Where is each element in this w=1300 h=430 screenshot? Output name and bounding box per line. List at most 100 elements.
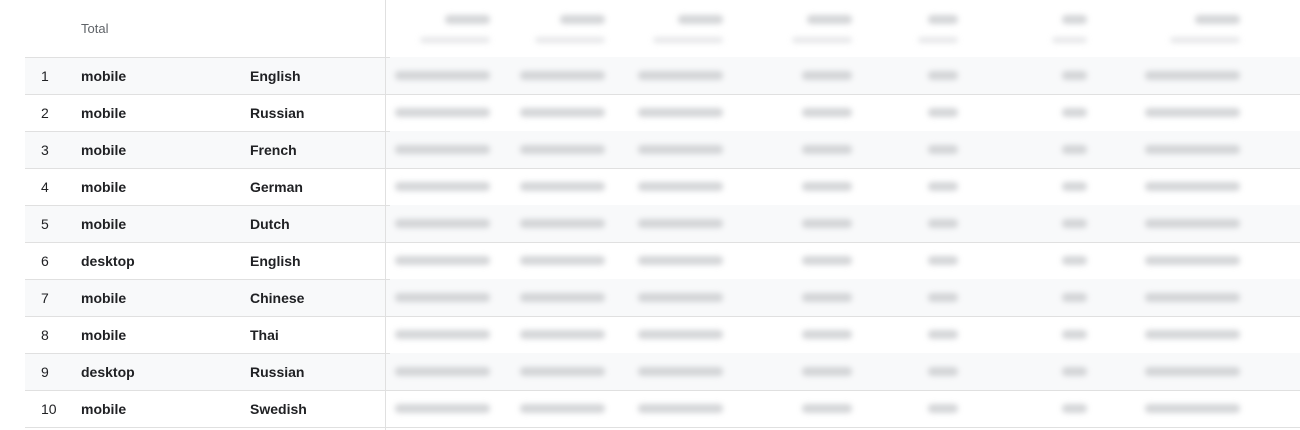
blurred-value xyxy=(1062,404,1087,413)
row-index: 6 xyxy=(41,253,49,269)
row-index: 8 xyxy=(41,327,49,343)
language-cell: Russian xyxy=(250,364,305,380)
total-row: Total xyxy=(25,0,1300,57)
language-cell: Chinese xyxy=(250,290,305,306)
row-index: 5 xyxy=(41,216,49,232)
device-category-cell: desktop xyxy=(81,253,135,269)
blurred-value xyxy=(1170,37,1240,43)
blurred-value xyxy=(928,404,958,413)
device-category-cell: mobile xyxy=(81,327,127,343)
device-category-cell: mobile xyxy=(81,142,127,158)
blurred-value xyxy=(420,37,490,43)
blurred-value xyxy=(1195,15,1240,24)
language-cell: Dutch xyxy=(250,216,290,232)
blurred-value xyxy=(1145,71,1240,80)
language-cell: German xyxy=(250,179,303,195)
row-index: 9 xyxy=(41,364,49,380)
blurred-value xyxy=(792,37,852,43)
language-cell: Russian xyxy=(250,105,305,121)
blurred-value xyxy=(1062,293,1087,302)
blurred-value xyxy=(1062,108,1087,117)
row-index: 10 xyxy=(41,401,57,417)
blurred-value xyxy=(520,404,605,413)
blurred-value xyxy=(928,145,958,154)
blurred-value xyxy=(445,15,490,24)
device-category-cell: mobile xyxy=(81,105,127,121)
blurred-value xyxy=(520,293,605,302)
row-index: 3 xyxy=(41,142,49,158)
blurred-value xyxy=(638,71,723,80)
blurred-value xyxy=(638,367,723,376)
table-row[interactable]: 2 mobile Russian xyxy=(25,94,1300,131)
blurred-value xyxy=(802,330,852,339)
blurred-value xyxy=(928,15,958,24)
blurred-value xyxy=(802,404,852,413)
device-category-cell: mobile xyxy=(81,290,127,306)
blurred-value xyxy=(1062,219,1087,228)
blurred-value xyxy=(395,145,490,154)
blurred-value xyxy=(802,71,852,80)
table-row[interactable]: 4 mobile German xyxy=(25,168,1300,205)
table-row[interactable]: 6 desktop English xyxy=(25,242,1300,279)
device-category-cell: desktop xyxy=(81,364,135,380)
blurred-value xyxy=(802,219,852,228)
blurred-value xyxy=(520,145,605,154)
blurred-value xyxy=(1145,108,1240,117)
blurred-value xyxy=(1145,256,1240,265)
blurred-value xyxy=(395,219,490,228)
blurred-value xyxy=(802,367,852,376)
blurred-value xyxy=(395,182,490,191)
blurred-value xyxy=(1062,256,1087,265)
blurred-value xyxy=(535,37,605,43)
blurred-value xyxy=(395,256,490,265)
row-index: 2 xyxy=(41,105,49,121)
blurred-value xyxy=(802,293,852,302)
blurred-value xyxy=(395,404,490,413)
blurred-value xyxy=(928,367,958,376)
row-index: 4 xyxy=(41,179,49,195)
blurred-value xyxy=(678,15,723,24)
language-cell: English xyxy=(250,253,301,269)
language-cell: Swedish xyxy=(250,401,307,417)
blurred-value xyxy=(520,330,605,339)
blurred-value xyxy=(560,15,605,24)
blurred-value xyxy=(520,256,605,265)
blurred-value xyxy=(802,182,852,191)
blurred-value xyxy=(638,145,723,154)
total-label: Total xyxy=(81,21,109,36)
table-row[interactable]: 10 mobile Swedish xyxy=(25,390,1300,428)
blurred-value xyxy=(928,219,958,228)
device-category-cell: mobile xyxy=(81,216,127,232)
blurred-value xyxy=(395,108,490,117)
device-category-cell: mobile xyxy=(81,179,127,195)
blurred-value xyxy=(928,108,958,117)
blurred-value xyxy=(918,37,958,43)
blurred-value xyxy=(1145,367,1240,376)
blurred-value xyxy=(1145,330,1240,339)
blurred-value xyxy=(520,219,605,228)
blurred-value xyxy=(1062,145,1087,154)
blurred-value xyxy=(638,256,723,265)
blurred-metrics-area xyxy=(390,0,1300,430)
blurred-value xyxy=(1145,293,1240,302)
blurred-value xyxy=(802,256,852,265)
blurred-value xyxy=(638,182,723,191)
blurred-value xyxy=(1052,37,1087,43)
table-row[interactable]: 8 mobile Thai xyxy=(25,316,1300,353)
blurred-value xyxy=(520,108,605,117)
blurred-value xyxy=(928,293,958,302)
language-cell: Thai xyxy=(250,327,279,343)
blurred-value xyxy=(928,330,958,339)
blurred-value xyxy=(1145,182,1240,191)
row-index: 7 xyxy=(41,290,49,306)
blurred-value xyxy=(638,108,723,117)
blurred-value xyxy=(638,219,723,228)
row-index: 1 xyxy=(41,68,49,84)
blurred-value xyxy=(802,108,852,117)
blurred-value xyxy=(928,256,958,265)
blurred-value xyxy=(1062,182,1087,191)
blurred-value xyxy=(802,145,852,154)
blurred-value xyxy=(1145,404,1240,413)
blurred-value xyxy=(1145,219,1240,228)
blurred-value xyxy=(807,15,852,24)
